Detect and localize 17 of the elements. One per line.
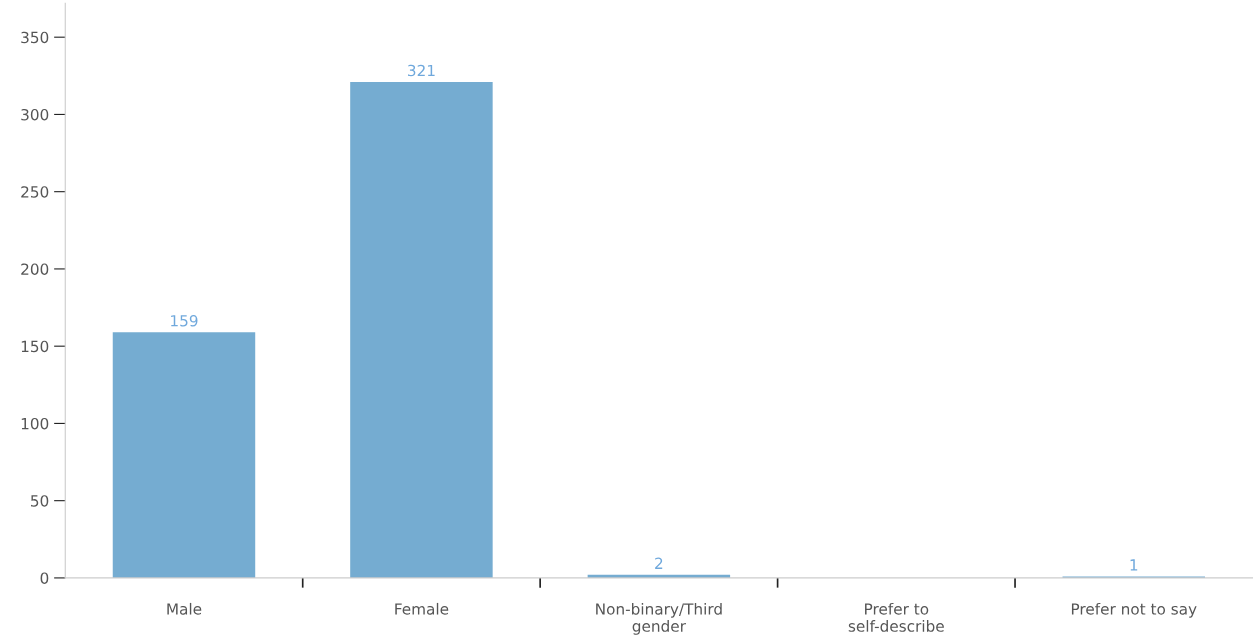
data-label: 321: [408, 64, 435, 77]
y-tick-label: 350: [21, 31, 49, 44]
x-tick-label: Prefer not to say: [1071, 602, 1197, 618]
y-tick-label: 200: [21, 263, 49, 275]
y-tick-label: 50: [31, 495, 49, 507]
y-tick-label: 150: [21, 340, 49, 353]
data-label: 2: [655, 557, 663, 569]
x-tick-label: Non-binary/Third gender: [596, 602, 722, 635]
y-tick-label: 250: [21, 186, 49, 198]
x-tick-label: Female: [395, 602, 449, 615]
y-tick-label: 100: [21, 417, 49, 430]
x-tick-label: Male: [167, 602, 202, 615]
y-tick-label: 300: [21, 108, 49, 121]
data-label: 159: [171, 314, 198, 327]
y-tick-label: 0: [40, 572, 49, 584]
x-tick-label: Prefer to self-describe: [848, 602, 944, 632]
data-label: 1: [1130, 559, 1138, 571]
